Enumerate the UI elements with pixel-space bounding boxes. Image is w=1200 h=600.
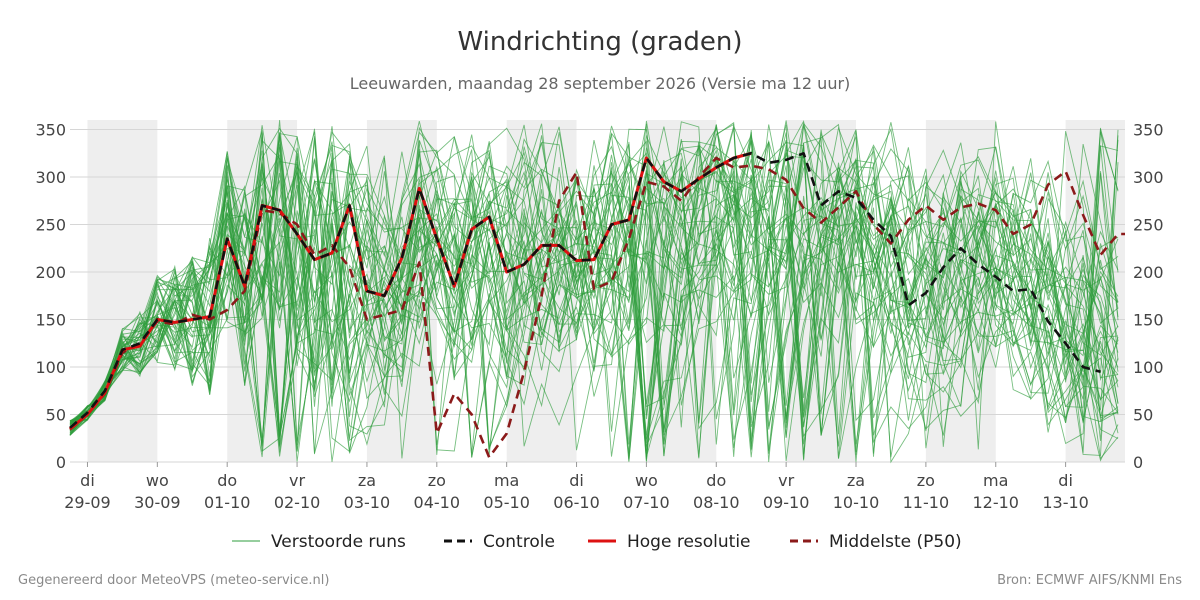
y-axis-right: 0 50 100 150 200 250 300 350 <box>1133 121 1164 473</box>
footer-source: Bron: ECMWF AIFS/KNMI Ens <box>997 573 1182 588</box>
x-tick-date-0: 29-09 <box>64 493 111 512</box>
ensemble-member-11 <box>69 124 1119 462</box>
x-axis: di 29-09 wo 30-09 do 01-10 vr 02-10 za 03-10 zo 04-… <box>64 462 1089 512</box>
chart-title: Windrichting (graden) <box>457 27 742 57</box>
legend-label-0: Verstoorde runs <box>271 532 406 552</box>
y-tick-left-100: 100 <box>35 358 66 377</box>
y-tick-left-200: 200 <box>35 263 66 282</box>
x-tick-date-3: 02-10 <box>274 493 321 512</box>
ensemble-member-45 <box>69 131 1119 448</box>
y-tick-right-300: 300 <box>1133 168 1164 187</box>
x-tick-day-6: ma <box>494 471 519 490</box>
y-tick-right-0: 0 <box>1133 453 1143 472</box>
chart-subtitle: Leeuwarden, maandag 28 september 2026 (V… <box>350 74 851 93</box>
ensemble-member-47 <box>69 122 1119 428</box>
legend-label-1: Controle <box>483 532 555 552</box>
y-tick-right-350: 350 <box>1133 121 1164 140</box>
x-tick-date-9: 08-10 <box>693 493 740 512</box>
y-tick-right-200: 200 <box>1133 263 1164 282</box>
x-tick-date-12: 11-10 <box>903 493 950 512</box>
ensemble-member-32 <box>69 126 1119 462</box>
ensemble-member-35 <box>69 136 1119 462</box>
ensemble-member-34 <box>69 144 1119 459</box>
x-tick-date-6: 05-10 <box>483 493 530 512</box>
x-tick-day-7: di <box>569 471 584 490</box>
x-tick-day-8: wo <box>635 471 658 490</box>
x-tick-day-9: do <box>706 471 726 490</box>
y-tick-right-100: 100 <box>1133 358 1164 377</box>
ensemble-member-33 <box>69 124 1119 464</box>
y-tick-left-350: 350 <box>35 121 66 140</box>
y-axis-left: 0 50 100 150 200 250 300 350 <box>35 121 66 473</box>
ensemble-member-18 <box>69 139 1119 458</box>
x-tick-date-2: 01-10 <box>204 493 251 512</box>
y-tick-right-150: 150 <box>1133 311 1164 330</box>
x-tick-date-13: 12-10 <box>972 493 1019 512</box>
x-tick-date-14: 13-10 <box>1042 493 1089 512</box>
legend-label-3: Middelste (P50) <box>829 532 962 552</box>
x-tick-date-10: 09-10 <box>763 493 810 512</box>
y-tick-left-150: 150 <box>35 311 66 330</box>
ensemble-member-37 <box>69 120 1119 452</box>
x-tick-day-11: za <box>847 471 865 490</box>
x-tick-day-10: vr <box>778 471 794 490</box>
main-series-lines <box>69 151 1125 459</box>
ensemble-member-7 <box>69 127 1119 460</box>
y-tick-right-250: 250 <box>1133 216 1164 235</box>
x-tick-day-14: di <box>1058 471 1073 490</box>
x-tick-day-4: za <box>358 471 376 490</box>
ensemble-member-3 <box>69 124 1119 450</box>
ensemble-member-24 <box>69 133 1119 457</box>
y-tick-right-50: 50 <box>1133 406 1153 425</box>
night-band-0 <box>87 120 158 462</box>
x-tick-day-12: zo <box>917 471 935 490</box>
x-tick-day-0: di <box>80 471 95 490</box>
legend-label-2: Hoge resolutie <box>627 532 751 552</box>
ensemble-member-2 <box>69 119 1119 458</box>
y-tick-left-50: 50 <box>46 406 66 425</box>
ensemble-member-48 <box>69 120 1119 435</box>
ensemble-member-0 <box>69 124 1119 426</box>
x-tick-date-5: 04-10 <box>414 493 461 512</box>
x-tick-date-4: 03-10 <box>344 493 391 512</box>
y-tick-left-300: 300 <box>35 168 66 187</box>
legend: Verstoorde runs Controle Hoge resolutie Mid… <box>232 532 962 552</box>
ensemble-member-38 <box>69 128 1119 452</box>
x-tick-day-13: ma <box>983 471 1008 490</box>
ensemble-member-44 <box>69 138 1119 433</box>
footer-generated-by: Gegenereerd door MeteoVPS (meteo-service… <box>18 573 329 588</box>
x-tick-day-3: vr <box>289 471 305 490</box>
y-tick-left-250: 250 <box>35 216 66 235</box>
ensemble-member-46 <box>69 127 1119 459</box>
x-tick-date-8: 07-10 <box>623 493 670 512</box>
ensemble-member-41 <box>69 123 1119 444</box>
x-tick-date-1: 30-09 <box>134 493 181 512</box>
series-controle <box>69 152 1101 429</box>
x-tick-day-5: zo <box>428 471 446 490</box>
x-tick-date-7: 06-10 <box>553 493 600 512</box>
x-tick-date-11: 10-10 <box>833 493 880 512</box>
ensemble-member-39 <box>69 133 1119 454</box>
y-tick-left-0: 0 <box>56 453 66 472</box>
x-tick-day-2: do <box>217 471 237 490</box>
ensemble-member-15 <box>69 126 1119 455</box>
x-tick-day-1: wo <box>146 471 169 490</box>
